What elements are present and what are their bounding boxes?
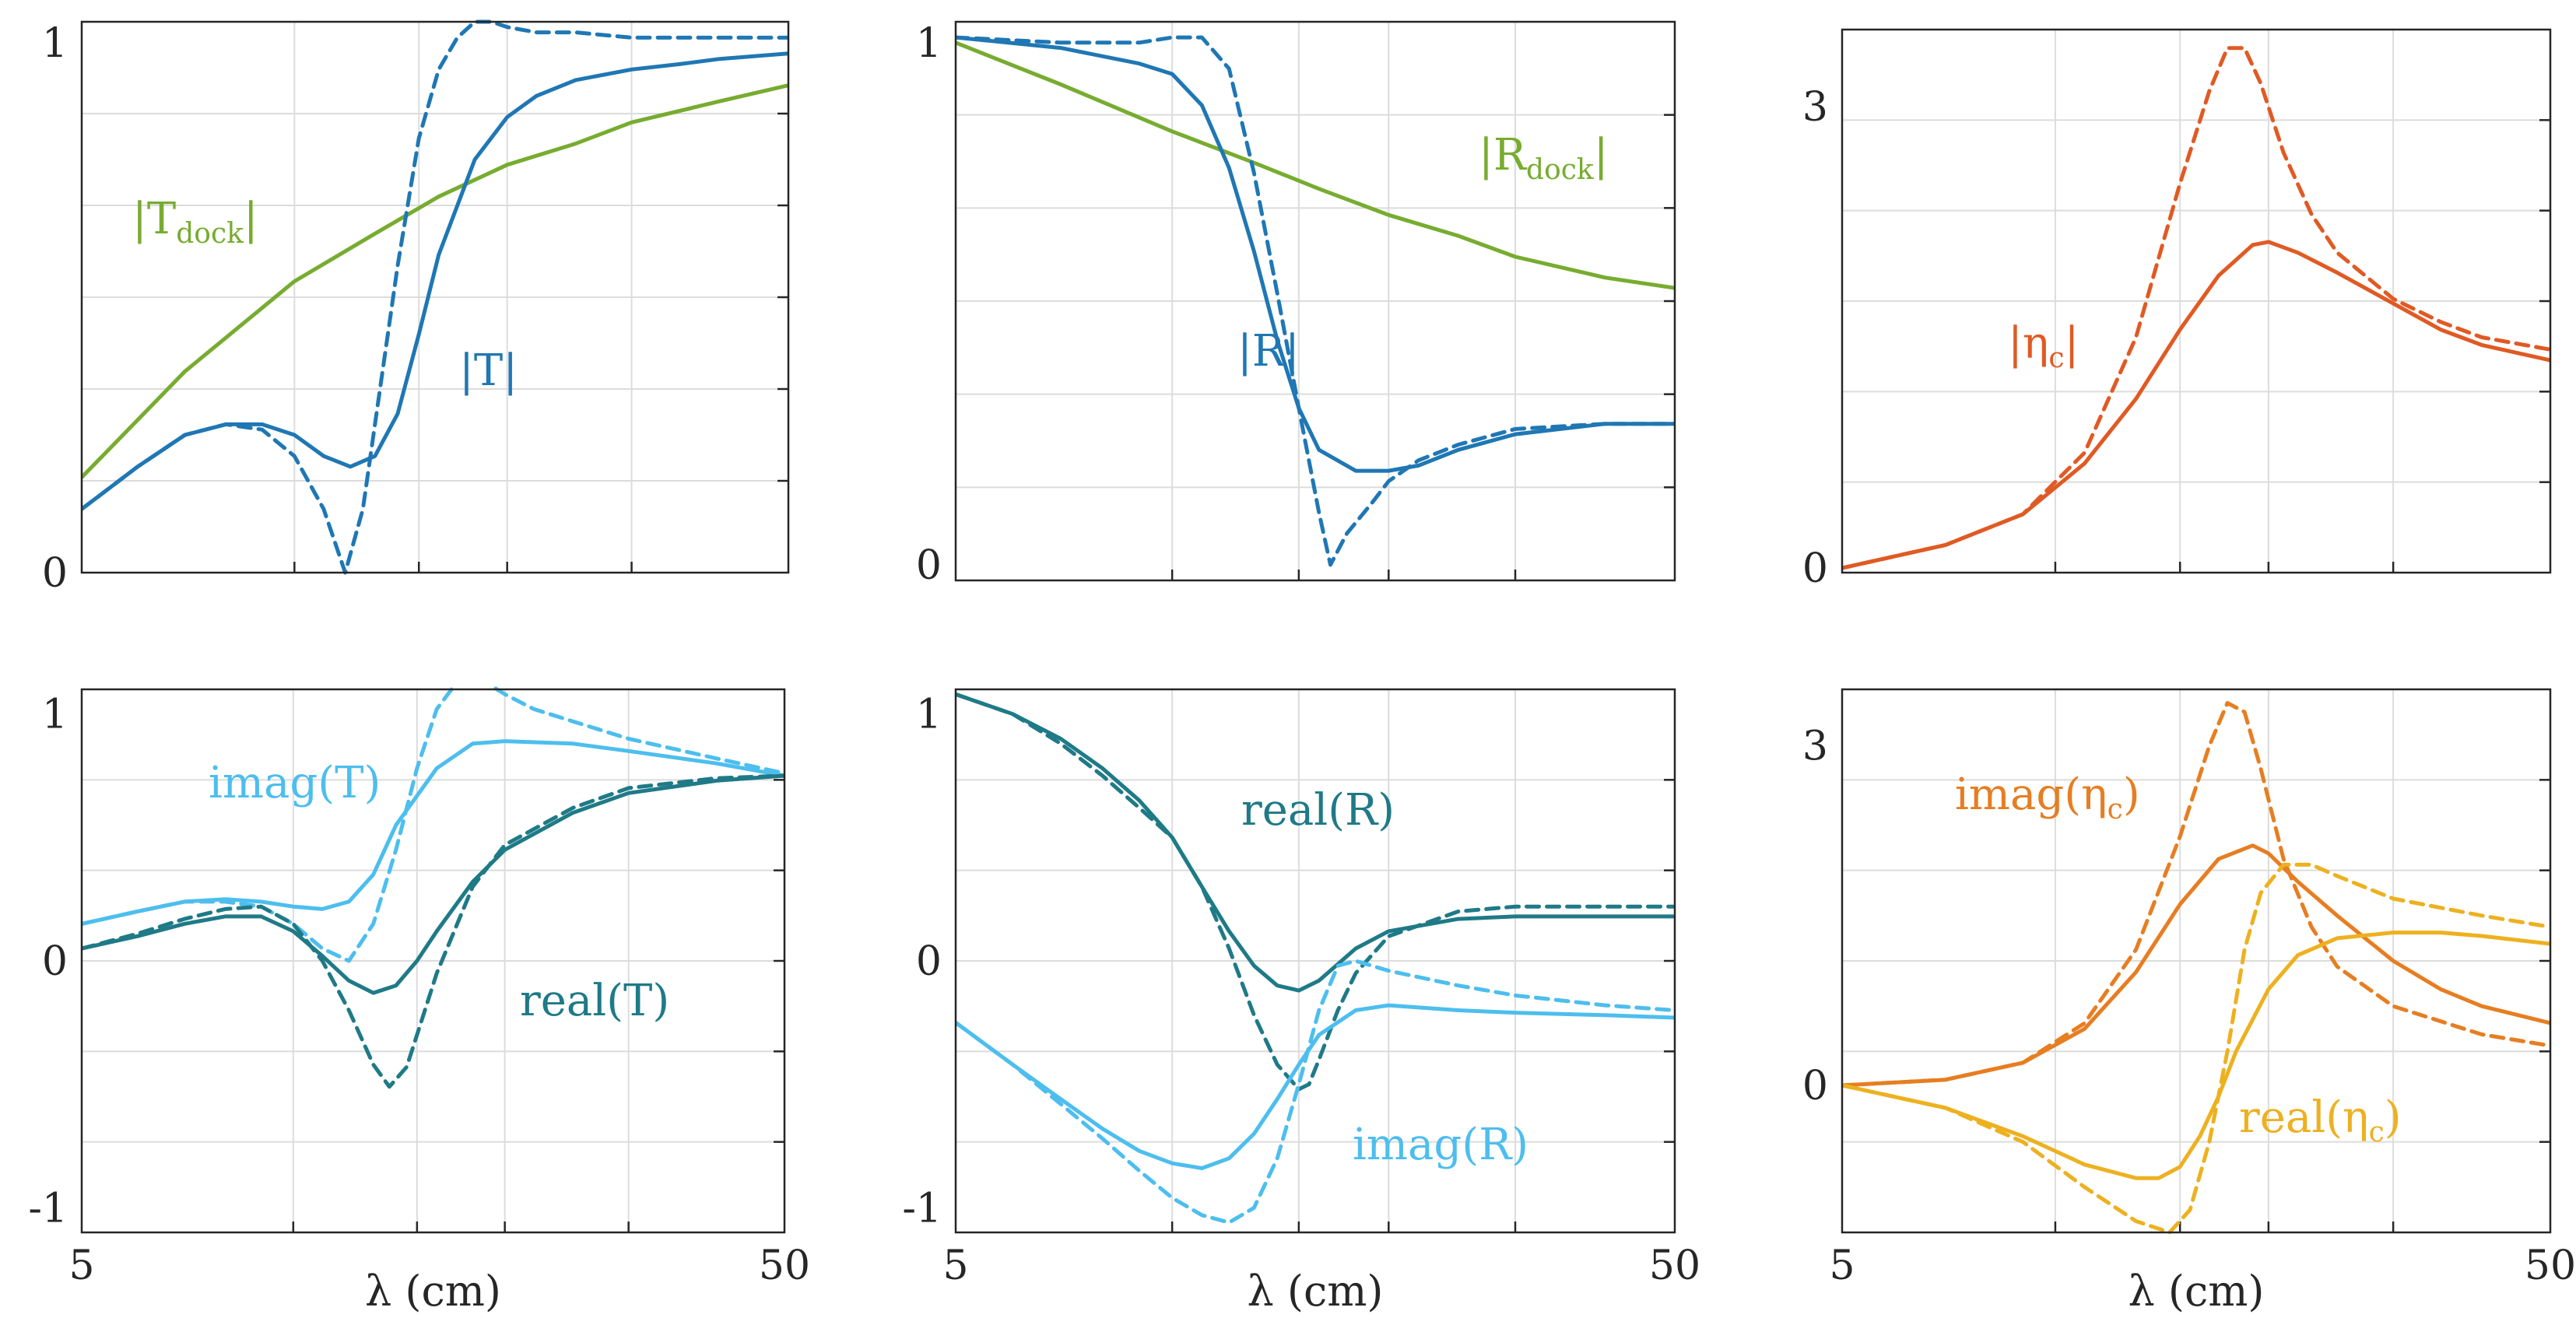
annotation-imag-r: imag(R) [1353,1120,1528,1170]
x-axis-label: λ (cm) [2129,1267,2265,1316]
series-real-t [82,773,784,995]
series-imag-r [956,1003,1675,1170]
annotation-real-eta-c: real(ηc) [2239,1092,2402,1148]
y-tick-label: 0 [1802,1063,1828,1109]
axes-frame [954,688,1676,1234]
series-r-dock [956,40,1675,290]
chart-eta_parts: 0 3 5 50 λ (cm) imag(ηc) real(ηc) [1802,688,2576,1316]
axes-frame [954,20,1676,582]
y-tick-label: 3 [1802,724,1828,770]
axes-frame [80,688,786,1234]
series-imag-t-dashed [82,686,784,963]
x-axis-label: λ (cm) [1248,1267,1384,1316]
series-real-eta-c-dashed [1842,862,2550,1235]
x-tick-label: 5 [942,1243,968,1289]
y-tick-label: 3 [1802,84,1828,131]
series-real-r-dashed [956,692,1675,1092]
axes-frame [80,20,790,574]
chart-T_parts: -1 0 1 5 50 λ (cm) imag(T) real(T) [28,686,810,1316]
annotation-eta-c: |ηc| [2008,318,2079,374]
annotation-r-dock: |Rdock| [1479,130,1609,186]
chart-mag_R: 0 1 |Rdock| |R| [916,20,1676,589]
chart-mag_T: 0 1 |Tdock| |T| [42,19,790,597]
series-imag-eta-c-dashed [1842,701,2550,1088]
y-tick-label: 0 [42,550,68,597]
annotation-imag-t: imag(T) [209,758,381,808]
series-imag-r-dashed [956,959,1675,1225]
y-tick-label: 0 [1802,545,1828,592]
x-tick-label: 5 [1829,1243,1855,1289]
x-tick-label: 50 [1649,1243,1700,1289]
series-r-dashed [956,35,1675,567]
series-real-t-dashed [82,773,784,1089]
x-tick-label: 5 [68,1243,94,1289]
series-eta-c-dashed [1842,46,2550,570]
annotation-t-dock: |Tdock| [132,194,258,250]
y-tick-label: 0 [916,542,942,589]
y-tick-label: 1 [42,20,68,67]
chart-mag_eta: 0 3 |ηc| [1802,28,2552,592]
y-tick-label: 1 [42,692,68,738]
y-tick-label: -1 [28,1185,68,1232]
x-tick-label: 50 [2525,1243,2576,1289]
annotation-real-r: real(R) [1241,785,1395,836]
y-tick-label: 1 [916,692,942,738]
series-t-dock [82,83,788,479]
x-axis-label: λ (cm) [365,1267,501,1316]
annotation-real-t: real(T) [520,976,669,1026]
x-tick-label: 50 [759,1243,810,1289]
annotation-imag-eta-c: imag(ηc) [1955,769,2140,825]
series-real-r [956,692,1675,993]
axes-frame [1841,28,2552,574]
y-tick-label: 0 [42,938,68,985]
y-tick-label: 0 [916,938,942,985]
annotation-r: |R| [1237,326,1300,377]
series-t-dashed [82,19,788,575]
y-tick-label: 1 [916,20,942,67]
y-tick-label: -1 [902,1185,942,1232]
annotation-t: |T| [459,345,518,396]
series-eta-c [1842,240,2550,570]
chart-R_parts: -1 0 1 5 50 λ (cm) real(R) imag(R) [902,688,1700,1316]
axes-frame [1841,688,2552,1234]
